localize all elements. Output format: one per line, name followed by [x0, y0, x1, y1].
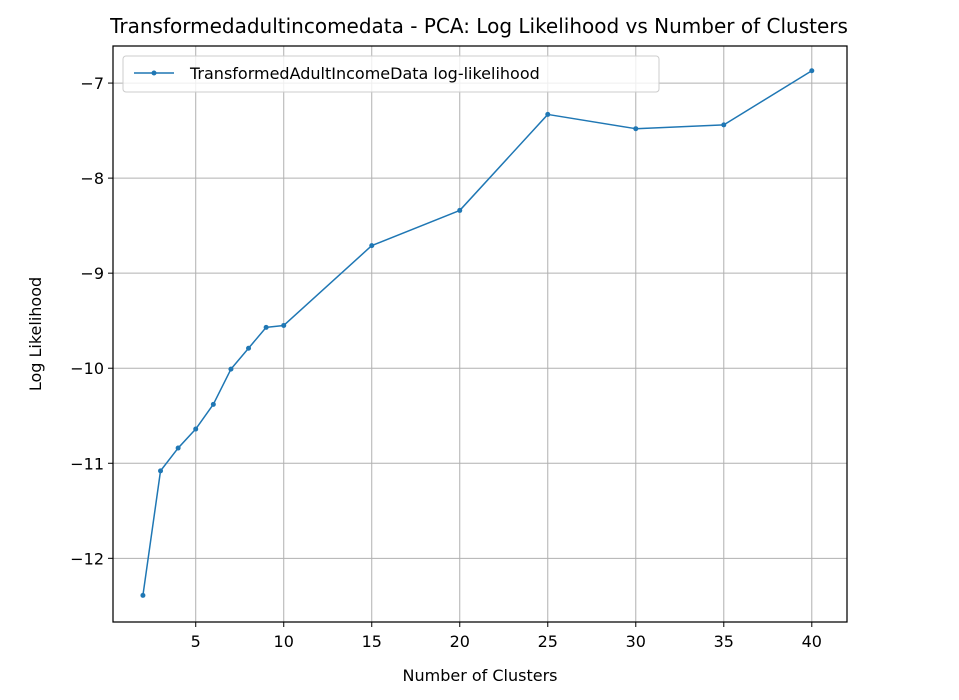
- y-tick-label: −10: [70, 359, 104, 378]
- series-layer: [140, 68, 815, 598]
- x-tick-label: 10: [274, 632, 294, 651]
- series-line: [142, 70, 813, 596]
- x-tick-label: 40: [802, 632, 822, 651]
- data-point: [263, 324, 269, 330]
- data-point: [633, 126, 639, 132]
- x-tick-label: 35: [714, 632, 734, 651]
- grid: [113, 46, 847, 622]
- y-tick-label: −11: [70, 454, 104, 473]
- x-tick-label: 15: [362, 632, 382, 651]
- data-point: [175, 445, 181, 451]
- data-point: [210, 401, 216, 407]
- x-tick-label: 5: [191, 632, 201, 651]
- data-point: [158, 468, 164, 474]
- legend-label: TransformedAdultIncomeData log-likelihoo…: [189, 64, 540, 83]
- legend-marker-swatch: [151, 70, 157, 76]
- legend-box: [122, 55, 660, 93]
- data-point: [193, 426, 199, 432]
- axis-ticks: 5 10 15 20 25 30 35 40 −12 −11 −10 −9 −8 −7: [70, 74, 822, 651]
- data-point: [228, 366, 234, 372]
- data-point: [369, 243, 375, 249]
- data-point: [721, 122, 727, 128]
- x-tick-label: 20: [450, 632, 470, 651]
- x-tick-label: 25: [538, 632, 558, 651]
- data-point: [246, 345, 252, 351]
- data-point: [809, 68, 815, 74]
- x-axis-label: Number of Clusters: [403, 666, 558, 685]
- data-point: [457, 207, 463, 213]
- y-axis-label: Log Likelihood: [26, 277, 45, 391]
- data-point: [140, 592, 146, 598]
- y-tick-label: −9: [80, 264, 104, 283]
- data-point: [545, 111, 551, 117]
- plot-frame: [112, 45, 848, 623]
- legend: TransformedAdultIncomeData log-likelihoo…: [122, 55, 660, 93]
- y-tick-label: −12: [70, 549, 104, 568]
- chart-title: Transformedadultincomedata - PCA: Log Li…: [109, 14, 848, 38]
- y-tick-label: −8: [80, 169, 104, 188]
- data-point: [281, 322, 287, 328]
- y-tick-label: −7: [80, 74, 104, 93]
- x-tick-label: 30: [626, 632, 646, 651]
